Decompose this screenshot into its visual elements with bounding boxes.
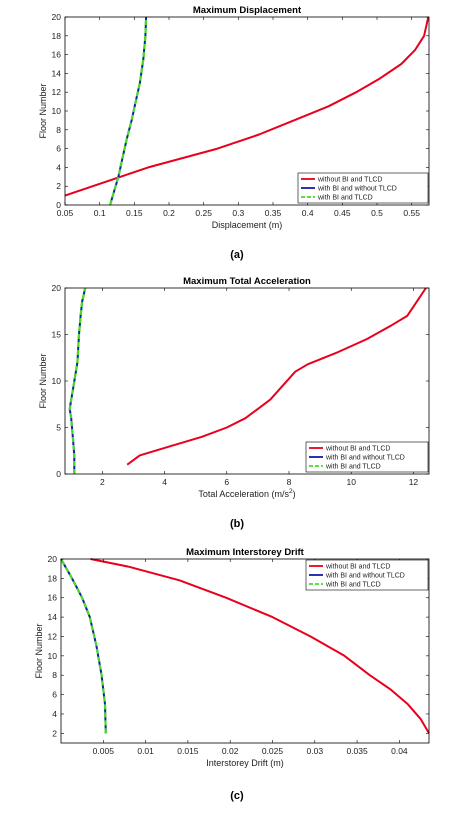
legend-label: with BI and TLCD <box>317 195 373 202</box>
y-tick-label: 0 <box>56 200 61 210</box>
x-tick-label: 0.4 <box>302 208 314 218</box>
x-tick-label: 0.01 <box>137 746 154 756</box>
series-line-1 <box>90 558 430 734</box>
y-tick-label: 10 <box>52 106 62 116</box>
x-axis-label: Displacement (m) <box>212 220 283 230</box>
x-tick-label: 0.03 <box>307 746 324 756</box>
y-tick-label: 6 <box>52 690 57 700</box>
x-axis-label: Total Acceleration (m/s2) <box>198 488 295 499</box>
y-tick-label: 14 <box>48 612 58 622</box>
legend-label: without BI and TLCD <box>317 177 382 184</box>
x-tick-label: 0.5 <box>371 208 383 218</box>
y-tick-label: 8 <box>52 670 57 680</box>
x-tick-label: 0.3 <box>232 208 244 218</box>
x-tick-label: 0.025 <box>262 746 284 756</box>
y-tick-label: 18 <box>48 573 58 583</box>
y-tick-label: 2 <box>56 181 61 191</box>
x-tick-label: 4 <box>162 477 167 487</box>
x-tick-label: 2 <box>100 477 105 487</box>
legend-label: with BI and without TLCD <box>317 186 397 193</box>
legend-box <box>305 441 429 473</box>
series-line-1 <box>64 16 430 197</box>
x-tick-label: 0.015 <box>177 746 199 756</box>
chart-title: Maximum Total Acceleration <box>183 276 311 287</box>
y-tick-label: 12 <box>48 631 58 641</box>
y-tick-label: 0 <box>56 469 61 479</box>
legend-label: with BI and without TLCD <box>325 455 405 462</box>
chart-title: Maximum Interstorey Drift <box>186 547 305 558</box>
x-tick-label: 0.1 <box>94 208 106 218</box>
x-tick-label: 0.05 <box>57 208 74 218</box>
y-tick-label: 4 <box>52 709 57 719</box>
legend: without BI and TLCD with BI and without T… <box>305 559 429 591</box>
figure-caption: (a) <box>230 249 244 261</box>
legend-label: with BI and without TLCD <box>325 573 405 580</box>
y-tick-label: 18 <box>52 31 62 41</box>
x-tick-label: 8 <box>287 477 292 487</box>
y-tick-label: 2 <box>52 728 57 738</box>
y-tick-label: 20 <box>48 554 58 564</box>
legend-label: without BI and TLCD <box>325 446 390 453</box>
x-tick-label: 0.55 <box>403 208 420 218</box>
y-tick-label: 20 <box>52 283 62 293</box>
x-axis-label-text: Total Acceleration (m/s <box>198 489 289 499</box>
legend: without BI and TLCD with BI and without T… <box>305 441 429 473</box>
legend: without BI and TLCD with BI and without T… <box>297 172 429 204</box>
y-tick-label: 6 <box>56 144 61 154</box>
y-tick-label: 8 <box>56 125 61 135</box>
x-tick-label: 0.15 <box>126 208 143 218</box>
y-tick-label: 15 <box>52 330 62 340</box>
x-axis-label: Interstorey Drift (m) <box>206 758 284 768</box>
y-axis-label: Floor Number <box>34 623 44 678</box>
figure-caption: (b) <box>230 518 244 530</box>
chart-title: Maximum Displacement <box>193 5 302 16</box>
y-tick-label: 10 <box>48 651 58 661</box>
y-tick-label: 4 <box>56 162 61 172</box>
series-line-3 <box>60 558 107 734</box>
legend-box <box>297 172 429 204</box>
legend-label: with BI and TLCD <box>325 582 381 589</box>
x-tick-label: 12 <box>409 477 419 487</box>
series-line-1 <box>126 287 427 466</box>
y-tick-label: 5 <box>56 423 61 433</box>
x-axis-label-end: ) <box>293 489 296 499</box>
y-axis-label: Floor Number <box>38 353 48 408</box>
x-axis-label-text: Displacement (m) <box>212 220 283 230</box>
x-tick-label: 0.45 <box>334 208 351 218</box>
legend-label: without BI and TLCD <box>325 564 390 571</box>
x-axis-label-text: Interstorey Drift (m) <box>206 758 284 768</box>
figure-caption: (c) <box>230 790 244 802</box>
y-tick-label: 16 <box>52 50 62 60</box>
y-tick-label: 12 <box>52 87 62 97</box>
legend-label: with BI and TLCD <box>325 464 381 471</box>
y-tick-label: 10 <box>52 376 62 386</box>
y-tick-label: 20 <box>52 12 62 22</box>
x-tick-label: 6 <box>224 477 229 487</box>
x-tick-label: 10 <box>346 477 356 487</box>
x-tick-label: 0.035 <box>346 746 368 756</box>
chart-b: 2 4 6 8 10 12 0 5 10 15 20 Maximum Total Accelerati… <box>38 276 430 530</box>
chart-a: 0.05 0.1 0.15 0.2 0.25 0.3 0.35 0.4 0.45 0.5 0.55 0… <box>38 5 430 261</box>
x-axis-label-superscript: 2 <box>289 488 293 495</box>
x-tick-label: 0.35 <box>265 208 282 218</box>
x-tick-label: 0.005 <box>93 746 115 756</box>
legend-box <box>305 559 429 591</box>
x-tick-label: 0.02 <box>222 746 239 756</box>
x-tick-label: 0.2 <box>163 208 175 218</box>
axes-box <box>60 558 430 744</box>
series-line-3 <box>109 16 148 206</box>
y-axis-label: Floor Number <box>38 83 48 138</box>
x-tick-label: 0.04 <box>391 746 408 756</box>
y-tick-label: 16 <box>48 593 58 603</box>
x-tick-label: 0.25 <box>195 208 212 218</box>
chart-c: 0.005 0.01 0.015 0.02 0.025 0.03 0.035 0.04 2 4 6 8… <box>34 547 430 802</box>
y-tick-label: 14 <box>52 68 62 78</box>
series-line-3 <box>68 287 87 474</box>
